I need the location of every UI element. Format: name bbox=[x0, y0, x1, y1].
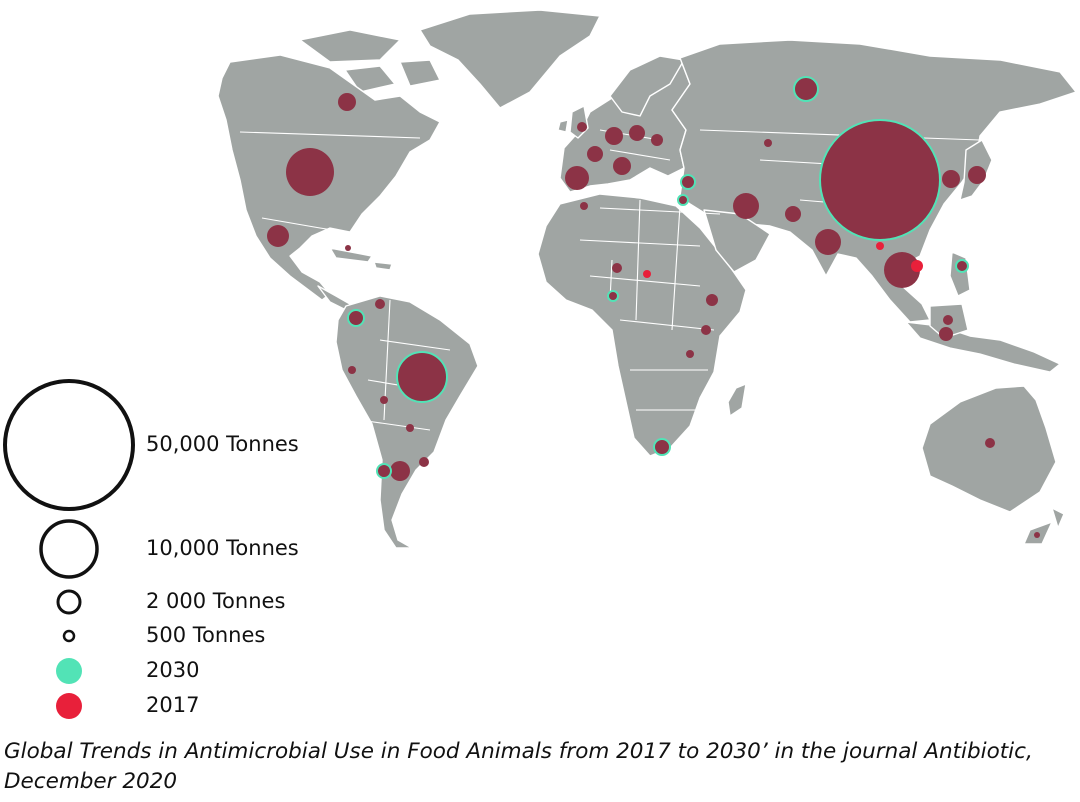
bubble-canada bbox=[338, 93, 356, 111]
bubble-russia bbox=[793, 76, 819, 102]
bubble-argentina bbox=[390, 461, 410, 481]
bubble-poland bbox=[629, 125, 645, 141]
bubble-korea bbox=[942, 170, 960, 188]
legend-label-50000: 50,000 Tonnes bbox=[146, 432, 299, 456]
bubble-venezuela bbox=[375, 299, 385, 309]
bubble-kazakhstan bbox=[764, 139, 772, 147]
legend-circle-500 bbox=[62, 629, 76, 643]
bubble-thailand bbox=[884, 252, 920, 288]
legend-label-500: 500 Tonnes bbox=[146, 623, 266, 647]
bubble-indonesia bbox=[939, 327, 953, 341]
bubble-turkey bbox=[680, 174, 696, 190]
bubble-iran bbox=[733, 193, 759, 219]
bubble-malaysia bbox=[943, 315, 953, 325]
legend-label-2017: 2017 bbox=[146, 693, 200, 717]
legend-label-2000: 2 000 Tonnes bbox=[146, 589, 286, 613]
bubble-india bbox=[815, 229, 841, 255]
greenland bbox=[419, 9, 601, 109]
scandinavia bbox=[609, 55, 685, 117]
legend-label-2030: 2030 bbox=[146, 658, 200, 682]
bubble-ghana bbox=[607, 290, 619, 302]
bubble-nigeria bbox=[612, 263, 622, 273]
bubble-germany bbox=[605, 127, 623, 145]
bubble-ukraine bbox=[651, 134, 663, 146]
bubble-bolivia bbox=[380, 396, 388, 404]
bubble-brazil bbox=[396, 351, 448, 403]
legend-label-10000: 10,000 Tonnes bbox=[146, 536, 299, 560]
bubble-ethiopia bbox=[706, 294, 718, 306]
indonesia bbox=[905, 321, 1061, 373]
bubble-myanmar bbox=[876, 242, 884, 250]
arctic-islands bbox=[299, 29, 441, 93]
bubble-uruguay bbox=[419, 457, 429, 467]
bubble-morocco bbox=[580, 202, 588, 210]
bubble-peru bbox=[348, 366, 356, 374]
bubble-mexico bbox=[267, 225, 289, 247]
bubble-caribbean bbox=[345, 245, 351, 251]
bubble-tanzania bbox=[686, 350, 694, 358]
bubble-sudan bbox=[643, 270, 651, 278]
bubble-philippines bbox=[955, 259, 969, 273]
legend-circle-10000 bbox=[39, 519, 99, 579]
africa bbox=[537, 193, 747, 457]
bubble-spain bbox=[565, 166, 589, 190]
bubble-nz bbox=[1034, 532, 1040, 538]
legend-swatch-2017 bbox=[56, 693, 82, 719]
bubbles bbox=[267, 76, 1040, 538]
south-america bbox=[335, 295, 479, 549]
bubble-china bbox=[819, 119, 941, 241]
bubble-kenya bbox=[701, 325, 711, 335]
legend-size-circles bbox=[3, 379, 135, 719]
bubble-pakistan bbox=[785, 206, 801, 222]
bubble-paraguay bbox=[406, 424, 414, 432]
madagascar bbox=[727, 383, 747, 417]
country-borders bbox=[239, 129, 981, 431]
bubble-vietnam bbox=[911, 260, 923, 272]
landmass bbox=[217, 9, 1077, 549]
bubble-italy bbox=[613, 157, 631, 175]
bubble-japan bbox=[968, 166, 986, 184]
new-zealand bbox=[1023, 507, 1065, 545]
bubble-egypt bbox=[677, 194, 689, 206]
legend-swatch-2030 bbox=[56, 658, 82, 684]
legend-circle-2000 bbox=[56, 589, 82, 615]
bubble-south-africa bbox=[653, 438, 671, 456]
philippines bbox=[949, 251, 971, 297]
bubble-usa bbox=[286, 148, 334, 196]
legend-circle-50000 bbox=[3, 379, 135, 511]
bubble-colombia bbox=[347, 309, 365, 327]
bubble-chile bbox=[376, 463, 392, 479]
caption: Global Trends in Antimicrobial Use in Fo… bbox=[4, 739, 1033, 794]
australia bbox=[921, 385, 1057, 513]
bubble-australia bbox=[985, 438, 995, 448]
bubble-france bbox=[587, 146, 603, 162]
british-isles bbox=[557, 105, 589, 139]
bubble-uk bbox=[577, 122, 587, 132]
